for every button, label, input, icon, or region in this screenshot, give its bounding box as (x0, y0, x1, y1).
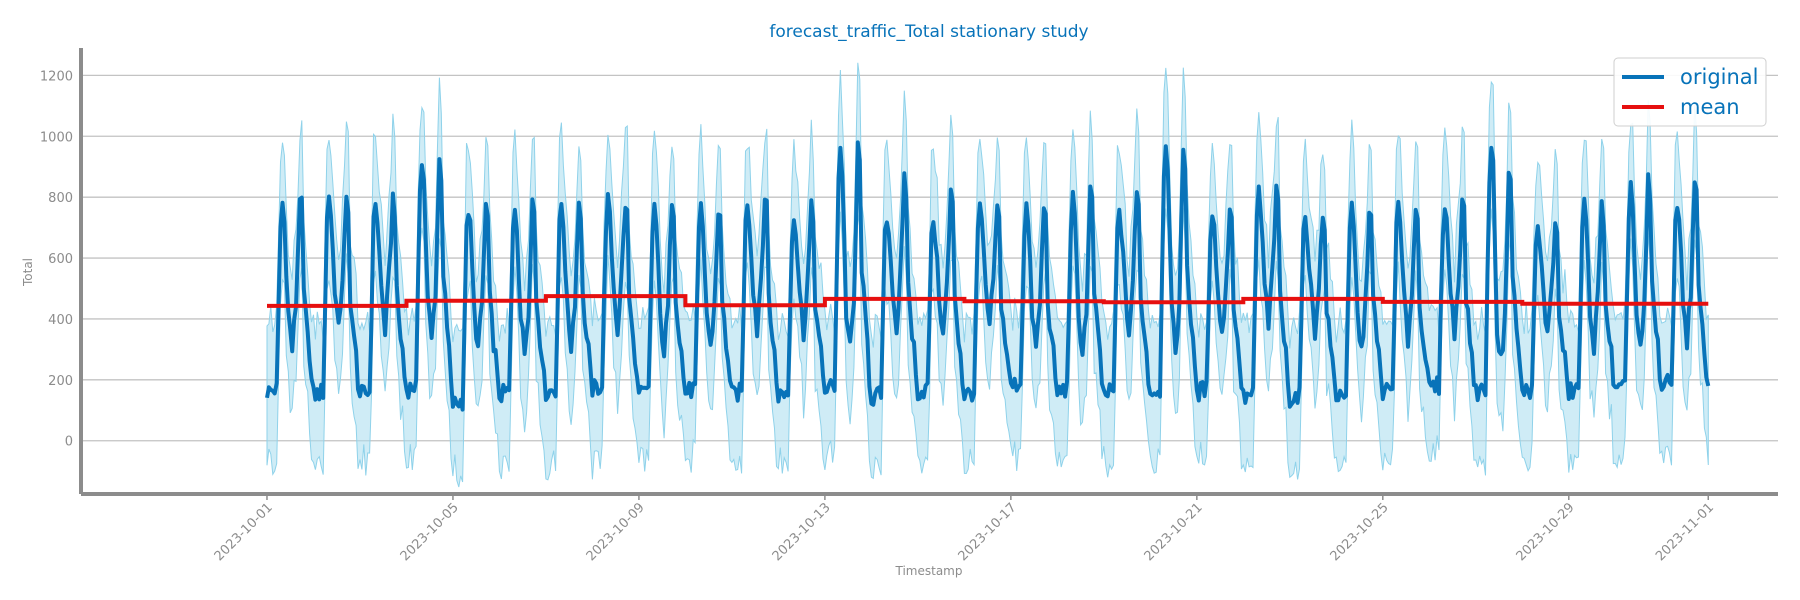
x-tick-label: 2023-10-25 (1328, 500, 1392, 564)
y-tick-label: 600 (48, 252, 73, 267)
x-tick-label: 2023-11-01 (1653, 500, 1717, 564)
y-tick-label: 0 (65, 435, 73, 450)
y-tick-label: 800 (48, 191, 73, 206)
x-tick-label: 2023-10-01 (212, 500, 276, 564)
y-axis-label: Total (21, 258, 35, 287)
legend-label: mean (1680, 95, 1740, 119)
chart-title: forecast_traffic_Total stationary study (769, 22, 1088, 42)
axes (79, 48, 1778, 496)
x-tick-label: 2023-10-13 (770, 500, 834, 564)
y-tick-label: 200 (48, 374, 73, 389)
x-tick-label: 2023-10-29 (1514, 500, 1578, 564)
x-tick-label: 2023-10-09 (584, 500, 648, 564)
x-axis-label: Timestamp (895, 564, 963, 578)
x-tick-label: 2023-10-21 (1142, 500, 1206, 564)
y-tick-labels: 0 200 400 600 800 1000 1200 (40, 69, 73, 449)
original-series-line (265, 140, 1711, 412)
series-lines (265, 140, 1711, 412)
y-tick-label: 1000 (40, 130, 73, 145)
y-tick-label: 1200 (40, 69, 73, 84)
y-tick-label: 400 (48, 313, 73, 328)
x-tick-label: 2023-10-17 (956, 500, 1020, 564)
x-tick-label: 2023-10-05 (398, 500, 462, 564)
legend: original mean (1613, 57, 1767, 127)
legend-label: original (1680, 65, 1759, 89)
x-tick-labels: 2023-10-01 2023-10-05 2023-10-09 2023-10-13… (212, 494, 1717, 564)
mean-series-line (267, 294, 1709, 308)
